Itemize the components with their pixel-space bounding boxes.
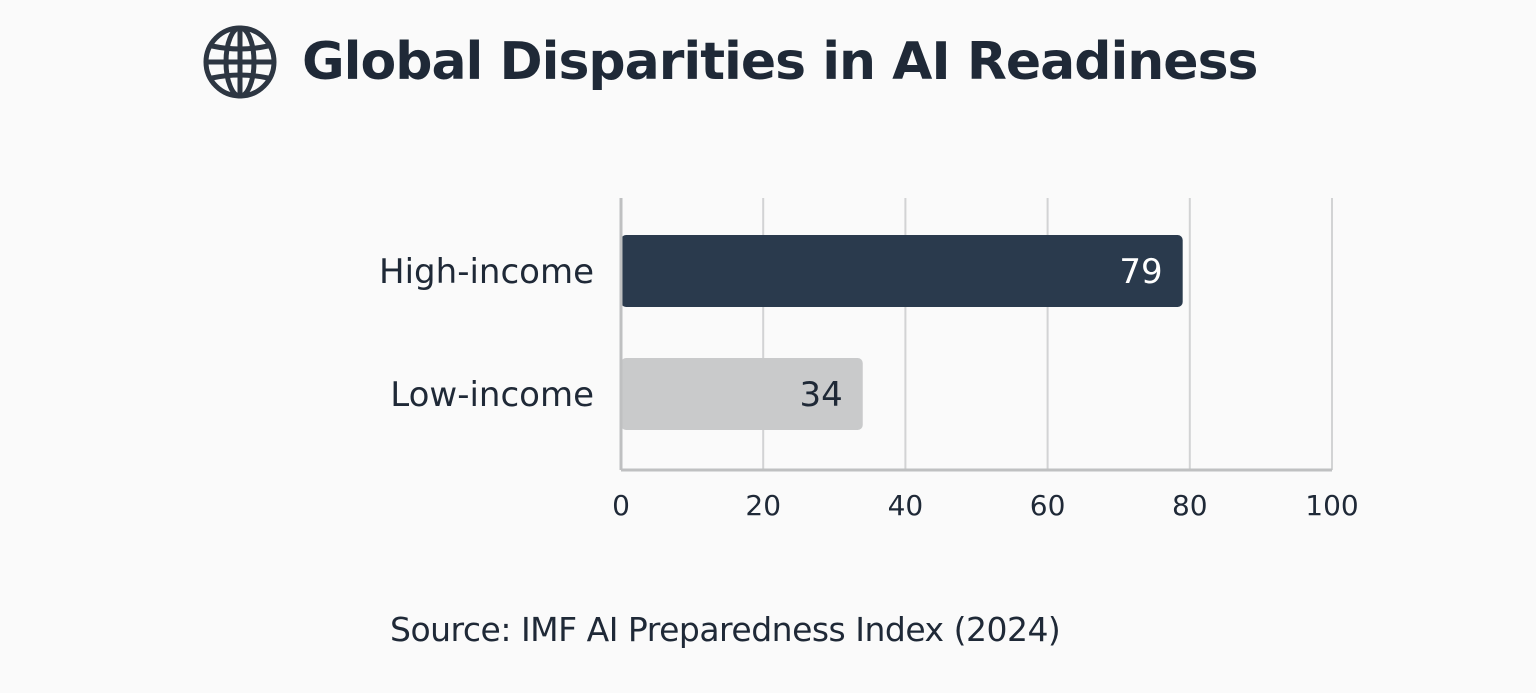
chart-title: Global Disparities in AI Readiness [302,32,1258,92]
axes: 0 20 40 60 80 100 High-income Low-income [379,198,1359,522]
x-tick-label: 40 [888,489,924,522]
x-tick-label: 80 [1172,489,1208,522]
x-tick-label: 60 [1030,489,1066,522]
globe-icon [203,25,277,99]
bar-high-income [621,235,1183,307]
category-label: High-income [379,252,594,292]
x-tick-label: 20 [745,489,781,522]
bars: 79 34 [621,235,1183,430]
data-label: 34 [799,375,842,415]
source-note: Source: IMF AI Preparedness Index (2024) [390,610,1061,649]
data-label: 79 [1119,252,1162,292]
chart-header: Global Disparities in AI Readiness [200,22,1258,102]
x-tick-label: 100 [1305,489,1358,522]
category-label: Low-income [390,375,594,415]
x-tick-label: 0 [612,489,630,522]
bar-low-income [621,358,863,430]
